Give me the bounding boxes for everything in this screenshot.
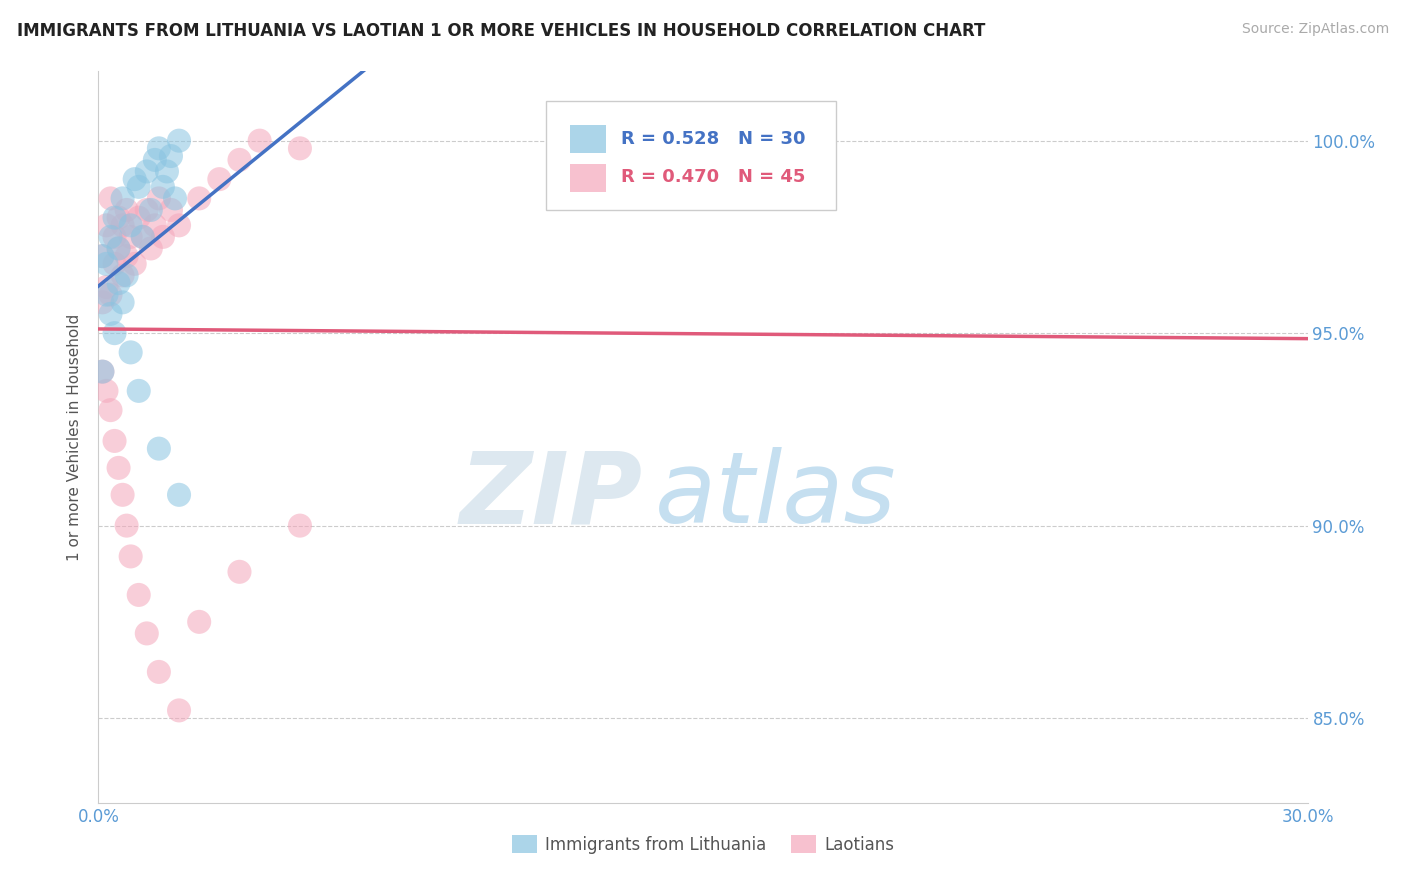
- Point: [96, 384, 118, 398]
- Point: [163, 191, 186, 205]
- Point: [115, 268, 138, 283]
- Point: [107, 242, 129, 256]
- FancyBboxPatch shape: [569, 126, 606, 153]
- FancyBboxPatch shape: [569, 164, 606, 192]
- Point: [143, 153, 166, 167]
- Point: [249, 134, 271, 148]
- Text: IMMIGRANTS FROM LITHUANIA VS LAOTIAN 1 OR MORE VEHICLES IN HOUSEHOLD CORRELATION: IMMIGRANTS FROM LITHUANIA VS LAOTIAN 1 O…: [17, 22, 986, 40]
- Point: [120, 345, 142, 359]
- Point: [91, 295, 114, 310]
- Point: [96, 257, 118, 271]
- Point: [135, 164, 157, 178]
- Point: [91, 249, 114, 263]
- Point: [111, 191, 134, 205]
- Point: [96, 280, 118, 294]
- Point: [160, 202, 183, 217]
- Point: [288, 518, 311, 533]
- Text: ZIP: ZIP: [460, 447, 643, 544]
- Point: [156, 164, 179, 178]
- Point: [135, 626, 157, 640]
- Point: [167, 703, 190, 717]
- Point: [111, 268, 134, 283]
- Point: [96, 219, 118, 233]
- Point: [120, 230, 142, 244]
- Point: [152, 230, 174, 244]
- Point: [160, 149, 183, 163]
- Point: [148, 141, 170, 155]
- Point: [139, 202, 162, 217]
- Point: [115, 518, 138, 533]
- Point: [132, 230, 155, 244]
- Point: [103, 257, 125, 271]
- Point: [132, 230, 155, 244]
- Point: [135, 202, 157, 217]
- Point: [167, 219, 190, 233]
- Point: [96, 287, 118, 301]
- Point: [120, 549, 142, 564]
- Point: [124, 172, 146, 186]
- Point: [107, 242, 129, 256]
- Point: [103, 434, 125, 448]
- Point: [100, 230, 122, 244]
- Point: [91, 365, 114, 379]
- FancyBboxPatch shape: [546, 101, 837, 211]
- Point: [188, 191, 211, 205]
- Legend: Immigrants from Lithuania, Laotians: Immigrants from Lithuania, Laotians: [505, 829, 901, 860]
- Point: [228, 153, 250, 167]
- Point: [111, 295, 134, 310]
- Text: atlas: atlas: [655, 447, 896, 544]
- Point: [167, 134, 190, 148]
- Point: [128, 211, 150, 225]
- Point: [111, 219, 134, 233]
- Point: [148, 191, 170, 205]
- Point: [111, 488, 134, 502]
- Point: [288, 141, 311, 155]
- Point: [100, 307, 122, 321]
- Point: [120, 219, 142, 233]
- Point: [103, 230, 125, 244]
- Point: [143, 219, 166, 233]
- Point: [100, 287, 122, 301]
- Point: [103, 211, 125, 225]
- Point: [124, 257, 146, 271]
- Y-axis label: 1 or more Vehicles in Household: 1 or more Vehicles in Household: [67, 313, 83, 561]
- Point: [152, 179, 174, 194]
- Point: [128, 384, 150, 398]
- Point: [208, 172, 231, 186]
- Point: [128, 588, 150, 602]
- Point: [167, 488, 190, 502]
- Point: [148, 442, 170, 456]
- Point: [188, 615, 211, 629]
- Point: [100, 403, 122, 417]
- Point: [103, 326, 125, 340]
- Text: R = 0.528   N = 30: R = 0.528 N = 30: [621, 129, 806, 148]
- Point: [139, 242, 162, 256]
- Point: [128, 179, 150, 194]
- Point: [115, 249, 138, 263]
- Point: [100, 191, 122, 205]
- Point: [91, 365, 114, 379]
- Point: [107, 461, 129, 475]
- Point: [107, 276, 129, 290]
- Point: [148, 665, 170, 679]
- Point: [228, 565, 250, 579]
- Point: [107, 211, 129, 225]
- Text: Source: ZipAtlas.com: Source: ZipAtlas.com: [1241, 22, 1389, 37]
- Point: [91, 249, 114, 263]
- Text: R = 0.470   N = 45: R = 0.470 N = 45: [621, 169, 806, 186]
- Point: [115, 202, 138, 217]
